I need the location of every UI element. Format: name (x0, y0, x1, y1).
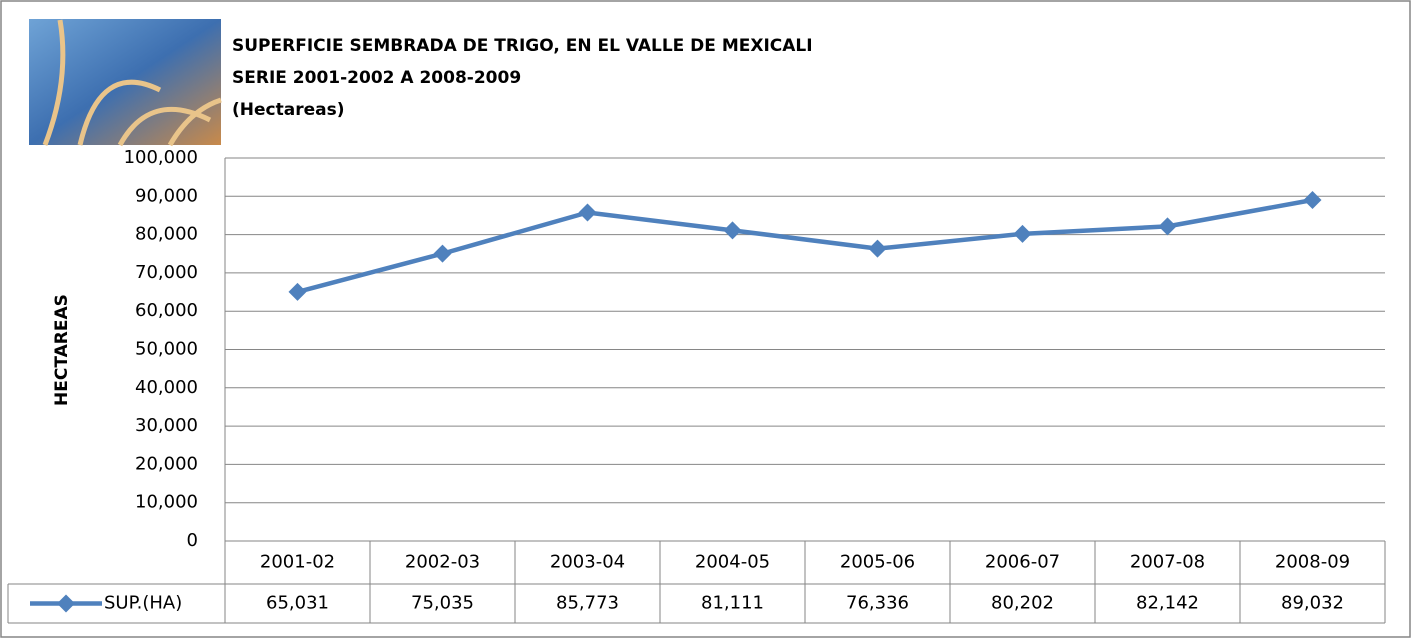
y-tick-label: 40,000 (135, 377, 198, 398)
marker (433, 244, 452, 263)
table-value: 81,111 (701, 593, 764, 614)
y-tick-label: 100,000 (124, 147, 198, 168)
wheat-picture (29, 19, 222, 147)
series-line (296, 197, 1313, 295)
x-tick-label: 2007-08 (1130, 552, 1205, 573)
y-tick-label: 50,000 (135, 339, 198, 360)
marker (723, 221, 742, 240)
marker (288, 282, 307, 301)
chart-title: SUPERFICIE SEMBRADA DE TRIGO, EN EL VALL… (232, 36, 813, 56)
table-value: 65,031 (266, 593, 329, 614)
y-tick-label: 80,000 (135, 224, 198, 245)
chart-units: (Hectareas) (232, 100, 344, 120)
y-tick-label: 30,000 (135, 415, 198, 436)
x-tick-label: 2004-05 (695, 552, 770, 573)
marker (1013, 224, 1032, 243)
x-tick-label: 2002-03 (405, 552, 480, 573)
y-tick-label: 0 (187, 530, 198, 551)
table-value: 82,142 (1136, 593, 1199, 614)
marker (578, 203, 597, 222)
marker (868, 239, 887, 258)
table-value: 80,202 (991, 593, 1054, 614)
y-tick-label: 20,000 (135, 453, 198, 474)
y-axis-label: HECTAREAS (52, 294, 72, 406)
y-tick-label: 60,000 (135, 300, 198, 321)
x-tick-label: 2005-06 (840, 552, 915, 573)
y-tick-label: 10,000 (135, 492, 198, 513)
table-value: 89,032 (1281, 593, 1344, 614)
y-tick-label: 70,000 (135, 262, 198, 283)
x-tick-label: 2001-02 (260, 552, 335, 573)
chart-subtitle: SERIE 2001-2002 A 2008-2009 (232, 68, 521, 88)
table-value: 75,035 (411, 593, 474, 614)
legend-label: SUP.(HA) (104, 593, 182, 614)
marker (1303, 191, 1322, 210)
table-value: 85,773 (556, 593, 619, 614)
x-tick-label: 2008-09 (1275, 552, 1350, 573)
legend-marker (57, 594, 75, 613)
table-value: 76,336 (846, 593, 909, 614)
y-tick-label: 90,000 (135, 185, 198, 206)
x-tick-label: 2006-07 (985, 552, 1060, 573)
x-tick-label: 2003-04 (550, 552, 625, 573)
marker (1158, 217, 1177, 236)
